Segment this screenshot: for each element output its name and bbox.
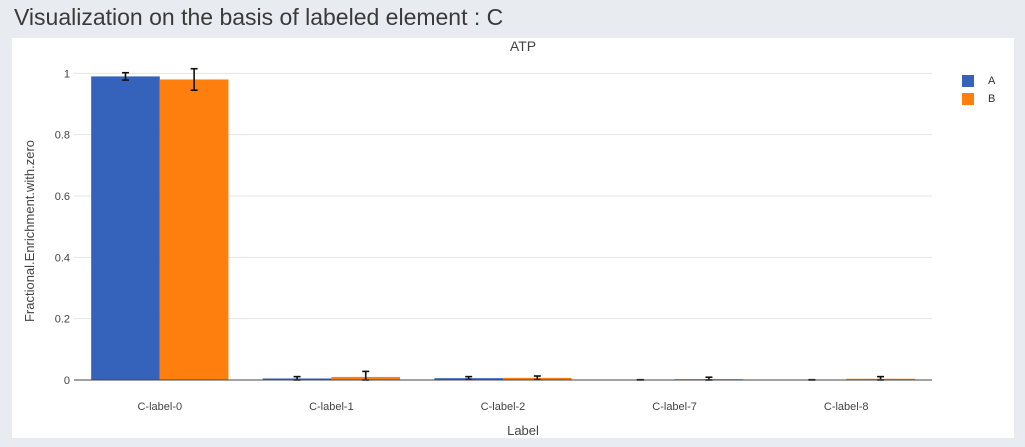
chart-title: ATP [510, 38, 536, 54]
x-axis-label: Label [507, 423, 539, 438]
y-axis-label: Fractional.Enrichment.with.zero [22, 140, 37, 322]
y-tick-label: 1 [64, 68, 70, 80]
x-tick-label: C-label-7 [652, 401, 697, 413]
y-tick-label: 0.4 [55, 252, 70, 264]
legend-swatch [962, 93, 974, 105]
x-tick-label: C-label-8 [824, 401, 869, 413]
bar-A-C-label-0 [91, 76, 160, 381]
x-tick-label: C-label-1 [309, 401, 354, 413]
legend-label: A [988, 75, 996, 87]
legend-swatch [962, 75, 974, 87]
y-tick-label: 0.6 [55, 191, 70, 203]
legend-item-B[interactable]: B [962, 90, 995, 108]
x-tick-label: C-label-0 [137, 401, 182, 413]
legend-label: B [988, 93, 996, 105]
bar-chart: 0 0.2 0.4 0.6 0.8 1 C-label-0 C-label-1 C-label-… [22, 38, 932, 438]
y-tick-label: 0 [64, 375, 70, 387]
bar-B-C-label-0 [159, 79, 229, 380]
y-tick-label: 0.2 [55, 314, 70, 326]
y-tick-label: 0.8 [55, 130, 70, 142]
x-tick-label: C-label-2 [481, 401, 526, 413]
legend-item-A[interactable]: A [962, 72, 995, 90]
chart-panel: 0 0.2 0.4 0.6 0.8 1 C-label-0 C-label-1 C-label-… [12, 38, 1014, 438]
page-title: Visualization on the basis of labeled el… [14, 4, 504, 30]
